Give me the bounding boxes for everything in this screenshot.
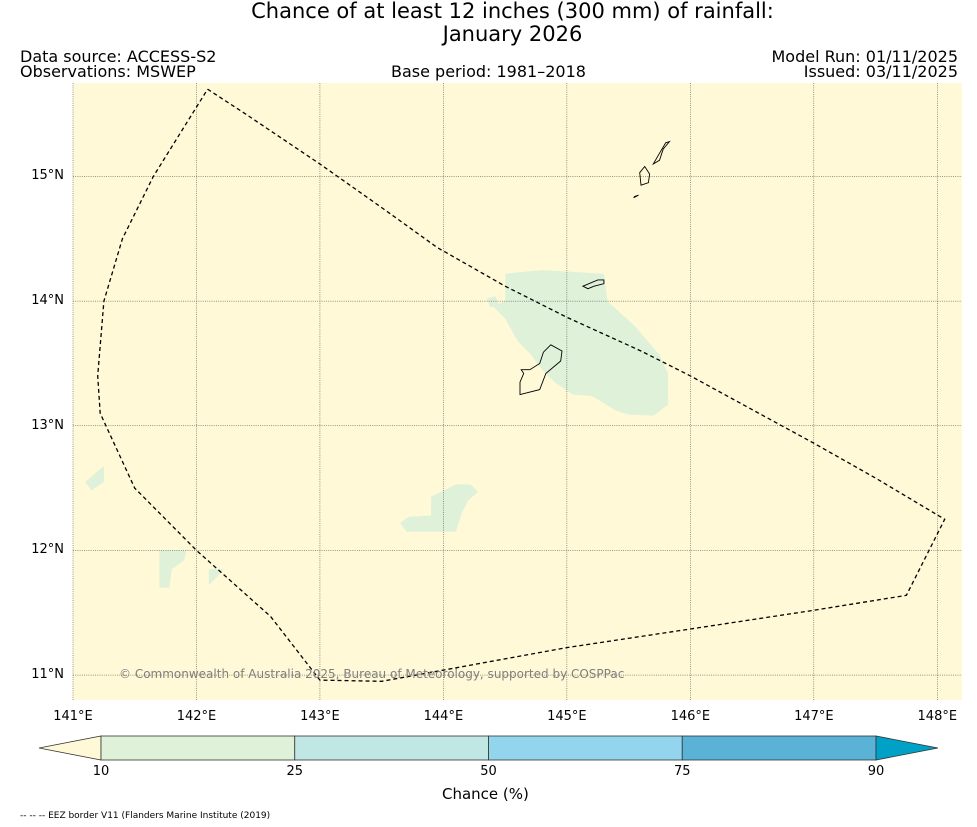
lon-tick-label: 146°E (670, 709, 711, 724)
eez-border-footnote: -- -- -- EEZ border V11 (Flanders Marine… (20, 811, 271, 821)
colorbar-tick-label: 25 (286, 764, 304, 779)
eez-boundary-line (97, 88, 946, 682)
colorbar-segment-4 (681, 735, 877, 761)
colorbar-tick-label: 90 (867, 764, 885, 779)
rain-area-5 (159, 550, 187, 588)
colorbar-low-extend (38, 735, 102, 761)
rain-area-1 (492, 270, 669, 416)
island-tinian (639, 165, 651, 186)
island-aguijan (633, 194, 639, 199)
colorbar-segment-2 (294, 735, 489, 761)
lon-tick-label: 142°E (176, 709, 217, 724)
lat-tick-label: 15°N (31, 168, 64, 184)
colorbar-high-extend (875, 735, 939, 761)
colorbar-segment-3 (488, 735, 683, 761)
data-source-label: Data source: ACCESS-S2 (20, 47, 217, 66)
lat-tick-label: 11°N (31, 667, 64, 683)
island-saipan (652, 140, 671, 166)
lon-tick-label: 145°E (547, 709, 587, 724)
lon-tick-label: 141°E (53, 709, 93, 724)
colorbar-tick-label: 50 (480, 764, 497, 779)
lon-tick-label: 148°E (917, 709, 958, 724)
rain-area-3 (400, 484, 478, 532)
lon-tick-label: 144°E (423, 709, 464, 724)
colorbar-tick-label: 75 (673, 764, 691, 779)
colorbar-tick-label: 10 (92, 764, 110, 779)
lon-tick-label: 147°E (794, 709, 834, 724)
issued-label: Issued: 03/11/2025 (803, 62, 958, 81)
colorbar-label: Chance (%) (442, 785, 529, 803)
lat-tick-label: 13°N (31, 417, 64, 433)
lon-tick-label: 143°E (300, 709, 340, 724)
chart-title-line-2: January 2026 (442, 22, 583, 46)
rain-area-2 (486, 296, 499, 308)
rain-area-6 (208, 569, 224, 586)
observations-label: Observations: MSWEP (20, 62, 196, 81)
model-run-label: Model Run: 01/11/2025 (771, 47, 959, 66)
base-period-label: Base period: 1981–2018 (391, 62, 586, 81)
island-rota (581, 279, 605, 290)
lat-tick-label: 12°N (31, 542, 64, 558)
lat-tick-label: 14°N (31, 293, 64, 309)
colorbar-segment-1 (100, 735, 296, 761)
map-copyright: © Commonwealth of Australia 2025, Bureau… (119, 667, 625, 681)
chart-title-line-1: Chance of at least 12 inches (300 mm) of… (251, 0, 774, 23)
island-guam (519, 344, 563, 396)
rain-area-4 (85, 465, 104, 491)
